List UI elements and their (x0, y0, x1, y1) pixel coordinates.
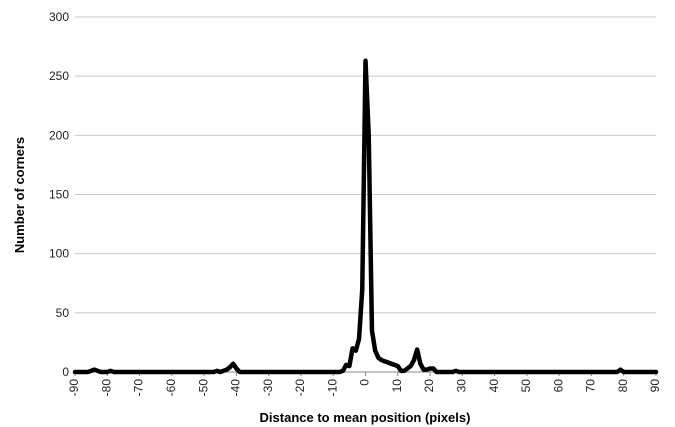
x-tick-label: -50 (196, 379, 210, 397)
x-tick-label: 80 (616, 379, 630, 393)
x-tick-label: -60 (164, 379, 178, 397)
x-tick-label: -40 (229, 379, 243, 397)
y-tick-label: 150 (49, 188, 69, 202)
x-tick-label: 90 (648, 379, 662, 393)
x-tick-label: -90 (67, 379, 81, 397)
y-tick-label: 250 (49, 69, 69, 83)
x-tick-label: -20 (293, 379, 307, 397)
x-tick-label: 40 (487, 379, 501, 393)
y-axis-tick-labels: 0 50 100 150 200 250 300 (49, 10, 69, 379)
y-tick-label: 200 (49, 128, 69, 142)
x-tick-label: 50 (519, 379, 533, 393)
x-axis-title: Distance to mean position (pixels) (260, 410, 471, 425)
x-tick-label: 30 (455, 379, 469, 393)
x-tick-label: -10 (325, 379, 339, 397)
y-axis-title: Number of corners (12, 137, 27, 253)
x-tick-label: -70 (132, 379, 146, 397)
x-tick-label: 70 (584, 379, 598, 393)
y-tick-label: 0 (62, 365, 69, 379)
x-tick-label: -80 (99, 379, 113, 397)
y-tick-label: 50 (56, 306, 70, 320)
y-tick-label: 100 (49, 247, 69, 261)
series-line (72, 58, 659, 375)
y-tick-label: 300 (49, 10, 69, 24)
x-tick-label: 20 (422, 379, 436, 393)
x-tick-label: 10 (390, 379, 404, 393)
x-tick-label: 60 (551, 379, 565, 393)
x-tick-label: -30 (261, 379, 275, 397)
x-tick-label: 0 (358, 379, 372, 386)
x-axis-tick-labels: -90 -80 -70 -60 -50 -40 -30 -20 -10 0 10 20 30 40 50 60… (67, 372, 662, 396)
